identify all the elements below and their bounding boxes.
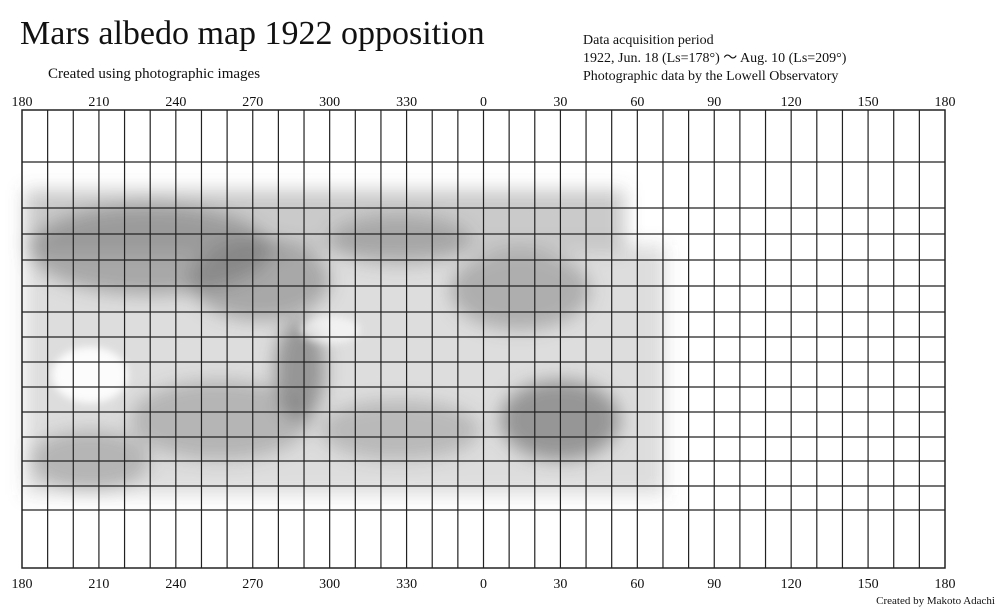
albedo-shading (25, 190, 665, 495)
longitude-label: 270 (242, 95, 263, 110)
longitude-label: 330 (396, 577, 417, 592)
info-line: Photographic data by the Lowell Observat… (583, 69, 838, 84)
longitude-label: 210 (88, 95, 109, 110)
longitude-label: 0 (480, 95, 487, 110)
longitude-label: 240 (165, 95, 186, 110)
longitude-label: 270 (242, 577, 263, 592)
longitude-label: 180 (935, 95, 956, 110)
longitude-label: 180 (12, 577, 33, 592)
longitude-label: 300 (319, 577, 340, 592)
longitude-label: 210 (88, 577, 109, 592)
longitude-label: 150 (858, 95, 879, 110)
title: Mars albedo map 1922 opposition (20, 15, 485, 52)
longitude-label: 240 (165, 577, 186, 592)
info-line: 1922, Jun. 18 (Ls=178°) ～ Aug. 10 (Ls=20… (583, 51, 847, 66)
credit: Created by Makoto Adachi (876, 595, 995, 607)
longitude-label: 300 (319, 95, 340, 110)
info-line: Data acquisition period (583, 33, 714, 48)
longitude-label: 120 (781, 95, 802, 110)
graticule (22, 110, 945, 568)
longitude-label: 330 (396, 95, 417, 110)
longitude-label: 90 (707, 95, 721, 110)
longitude-label: 60 (630, 95, 644, 110)
longitude-label: 0 (480, 577, 487, 592)
longitude-label: 180 (12, 95, 33, 110)
subtitle: Created using photographic images (48, 66, 260, 82)
longitude-label: 30 (553, 577, 567, 592)
longitude-label: 180 (935, 577, 956, 592)
longitude-label: 120 (781, 577, 802, 592)
longitude-label: 150 (858, 577, 879, 592)
map-frame (21, 109, 946, 569)
longitude-label: 90 (707, 577, 721, 592)
longitude-label: 60 (630, 577, 644, 592)
longitude-label: 30 (553, 95, 567, 110)
